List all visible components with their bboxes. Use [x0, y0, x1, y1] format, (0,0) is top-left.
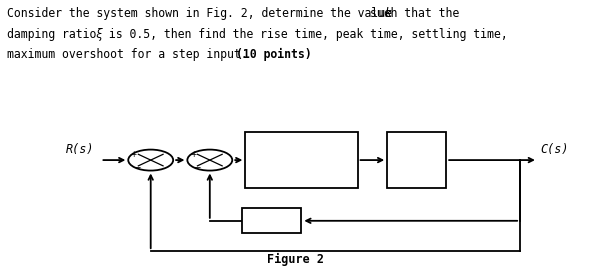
Text: +: +	[190, 150, 196, 159]
Text: ξ: ξ	[96, 28, 103, 41]
Text: Figure 2: Figure 2	[267, 253, 324, 266]
Bar	[245, 132, 358, 188]
Text: Consider the system shown in Fig. 2, determine the value: Consider the system shown in Fig. 2, det…	[7, 7, 399, 20]
Text: k: k	[7, 7, 392, 20]
Text: R(s): R(s)	[66, 143, 95, 156]
Bar	[242, 208, 301, 233]
Text: such that the: such that the	[363, 7, 459, 20]
Text: (10 points): (10 points)	[236, 48, 311, 61]
Text: maximum overshoot for a step input.: maximum overshoot for a step input.	[7, 48, 255, 61]
Text: k: k	[268, 214, 276, 227]
Text: damping ratio: damping ratio	[7, 28, 103, 41]
Text: +: +	[131, 150, 137, 159]
Bar	[387, 132, 446, 188]
Text: C(s): C(s)	[541, 143, 569, 156]
Text: 16: 16	[293, 145, 310, 158]
Text: s: s	[413, 163, 421, 176]
Text: s + 0.8: s + 0.8	[279, 165, 324, 175]
Text: −: −	[134, 162, 141, 171]
Text: 1: 1	[413, 146, 421, 159]
Text: −: −	[193, 162, 200, 171]
Text: is 0.5, then find the rise time, peak time, settling time,: is 0.5, then find the rise time, peak ti…	[102, 28, 508, 41]
